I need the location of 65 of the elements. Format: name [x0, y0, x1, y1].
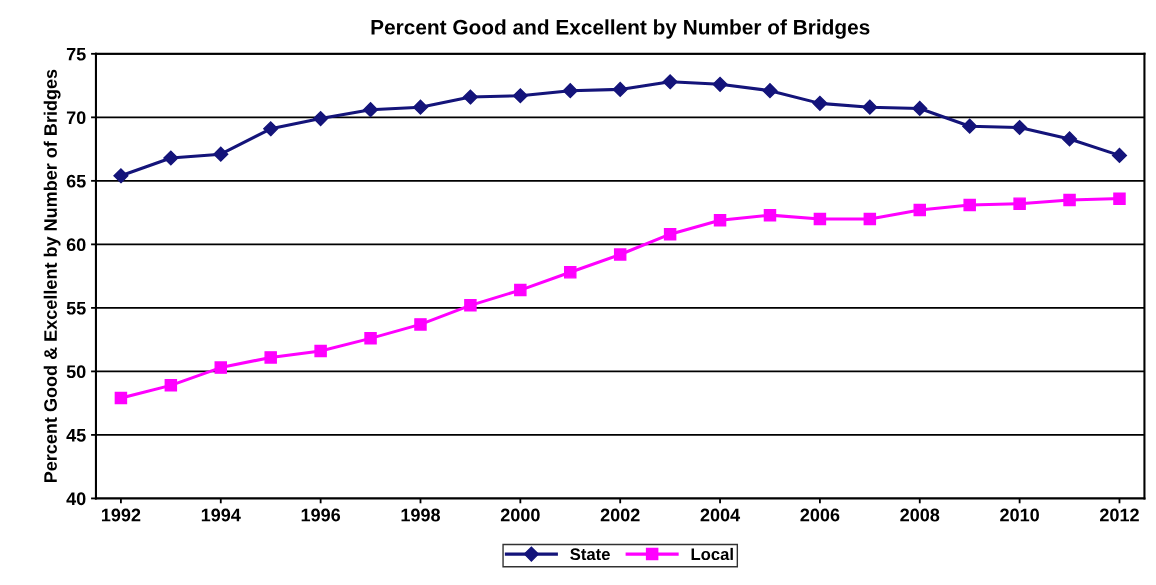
point — [114, 391, 128, 405]
legend-label: Local — [691, 547, 733, 561]
point — [263, 121, 279, 137]
point — [812, 95, 828, 111]
x-tick-label: 2008 — [900, 508, 940, 522]
point — [464, 299, 477, 312]
x-tick-label: 2000 — [500, 508, 540, 522]
point — [264, 351, 277, 364]
point — [313, 111, 329, 127]
y-tick-label: 70 — [66, 111, 86, 125]
point — [1113, 192, 1126, 205]
point — [412, 99, 429, 115]
x-tick-label: 2006 — [800, 508, 840, 522]
point — [113, 168, 129, 184]
point — [613, 248, 627, 261]
point — [862, 99, 878, 115]
x-tick-label: 1994 — [201, 508, 241, 522]
y-tick-label: 40 — [66, 492, 86, 506]
point — [1061, 131, 1078, 147]
x-tick-label: 2012 — [1100, 508, 1139, 522]
point — [912, 100, 928, 117]
x-tick-label: 2002 — [600, 508, 640, 522]
y-tick-label: 75 — [66, 47, 86, 61]
point — [414, 318, 427, 331]
point — [1012, 119, 1028, 136]
point — [813, 212, 827, 226]
point — [913, 203, 927, 217]
point — [762, 83, 778, 99]
point — [663, 227, 677, 241]
x-tick-label: 1998 — [401, 508, 441, 522]
chart-title: Percent Good and Excellent by Number of Bridges — [371, 19, 870, 39]
point — [362, 102, 379, 118]
y-tick-label: 50 — [66, 365, 86, 379]
x-tick-label: 2010 — [1000, 508, 1039, 522]
y-tick-label: 55 — [66, 302, 86, 315]
point — [863, 212, 877, 226]
point — [712, 76, 728, 92]
point — [612, 81, 628, 97]
x-tick-label: 1996 — [301, 508, 341, 522]
point — [1063, 193, 1076, 207]
point — [163, 150, 179, 166]
point — [1111, 147, 1128, 164]
y-tick-label: 65 — [66, 174, 86, 188]
legend-label: State — [570, 548, 610, 561]
point — [963, 198, 976, 212]
point — [713, 213, 727, 227]
y-tick-label: 45 — [66, 429, 86, 442]
y-tick-label: 60 — [66, 238, 86, 252]
x-tick-label: 1992 — [101, 508, 141, 522]
point — [662, 74, 678, 90]
point — [462, 89, 478, 105]
point — [314, 344, 327, 358]
point — [512, 88, 528, 104]
point — [763, 208, 777, 222]
point — [213, 146, 229, 162]
y-axis-title: Percent Good & Excellent by Number of Bridges — [43, 69, 61, 483]
x-tick-label: 2004 — [700, 508, 741, 522]
point — [514, 283, 527, 297]
point — [1013, 197, 1026, 210]
point — [164, 379, 178, 392]
point — [562, 83, 578, 99]
point — [364, 332, 377, 345]
point — [564, 266, 577, 279]
point — [214, 361, 228, 374]
point — [962, 118, 978, 134]
